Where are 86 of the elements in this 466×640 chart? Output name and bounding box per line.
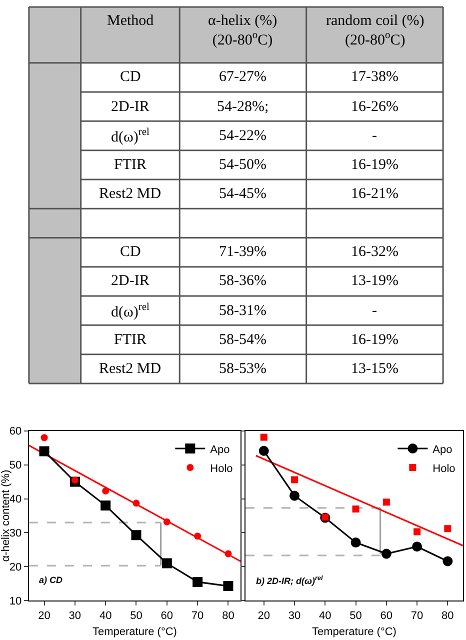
y-tick-label: 20 <box>9 562 22 574</box>
y-tick-label: 10 <box>9 595 22 608</box>
text: - <box>372 303 377 319</box>
point <box>100 500 111 511</box>
point <box>224 550 232 558</box>
point <box>352 505 360 512</box>
point <box>412 542 422 552</box>
text: CD <box>120 244 142 260</box>
point <box>71 476 78 484</box>
point <box>162 558 172 568</box>
y-tick-label: 60 <box>9 426 22 438</box>
x-tick-label: 70 <box>410 610 424 622</box>
x-tick-label: 30 <box>68 610 82 622</box>
text: 2D-IR <box>111 273 150 289</box>
x-tick-label: 50 <box>130 610 142 622</box>
text: Rest2 MD <box>99 186 162 202</box>
point <box>290 490 300 501</box>
text: 71-39% <box>219 244 266 260</box>
x-tick-label: 50 <box>350 610 362 622</box>
point <box>442 556 453 566</box>
x-tick-label: 20 <box>38 610 50 622</box>
x-axis-title: Temperature (°C) <box>92 626 177 638</box>
point <box>223 581 234 592</box>
text: 58-54% <box>219 332 266 348</box>
point <box>102 487 110 494</box>
text: FTIR <box>114 332 147 348</box>
text: 54-50% <box>219 157 266 173</box>
text: CD <box>120 69 142 85</box>
y-tick-label: 40 <box>9 494 22 506</box>
legend-label: Holo <box>210 462 233 475</box>
text: - <box>372 128 377 144</box>
x-tick-label: 80 <box>442 610 454 622</box>
point <box>163 518 170 526</box>
point <box>290 476 298 484</box>
text: d(ω)$^{rel}$ <box>111 127 150 146</box>
point <box>444 525 452 532</box>
text: random coil (%) (20-80$^{o}$C) <box>326 13 424 48</box>
point <box>414 528 421 536</box>
text: 54-28%; <box>217 99 269 115</box>
text: 58-31% <box>219 303 266 319</box>
point <box>39 446 50 456</box>
point <box>40 434 48 442</box>
y-tick-label: 50 <box>9 460 22 472</box>
point <box>381 548 392 559</box>
point <box>350 538 361 548</box>
point <box>260 434 268 441</box>
text: Method <box>107 13 154 29</box>
text: 58-53% <box>219 361 266 377</box>
point <box>132 500 140 507</box>
text: 54-22% <box>219 128 266 144</box>
point <box>194 532 202 540</box>
x-axis-title: Temperature (°C) <box>312 626 396 638</box>
x-tick-label: 60 <box>380 610 393 622</box>
text: 16-32% <box>351 244 398 260</box>
text: 16-26% <box>351 99 398 115</box>
text: d(ω)$^{rel}$ <box>111 302 150 320</box>
text: 16-21% <box>351 186 398 202</box>
text: FTIR <box>114 157 147 173</box>
y-tick-label: 30 <box>9 528 22 540</box>
annotation: a) CD <box>39 575 63 585</box>
x-tick-label: 30 <box>288 610 301 622</box>
point <box>382 498 390 506</box>
legend-label: Apo <box>432 444 452 456</box>
point <box>258 446 269 456</box>
legend-label: Holo <box>432 462 456 475</box>
x-tick-label: 40 <box>319 610 332 622</box>
x-tick-label: 80 <box>222 610 234 622</box>
text: 67-27% <box>219 69 266 85</box>
x-tick-label: 20 <box>258 610 270 622</box>
text: α-helix (%) (20-80$^{o}$C) <box>208 13 278 48</box>
annotation: b) 2D-IR; d(ω)$^{rel}$ <box>256 575 323 586</box>
text: Rest2 MD <box>99 361 162 377</box>
point <box>192 576 203 587</box>
text: 17-38% <box>351 69 398 85</box>
text: 16-19% <box>351 332 398 348</box>
text: 16-19% <box>351 157 398 173</box>
legend-label: Apo <box>210 444 230 456</box>
text: 13-19% <box>351 273 398 289</box>
text: 2D-IR <box>111 99 150 115</box>
x-tick-label: 70 <box>191 610 204 622</box>
point <box>131 530 142 540</box>
text: 58-36% <box>219 273 266 289</box>
x-tick-label: 40 <box>99 610 112 622</box>
text: 13-15% <box>351 361 398 377</box>
x-tick-label: 60 <box>160 610 174 622</box>
text: 54-45% <box>219 186 266 202</box>
